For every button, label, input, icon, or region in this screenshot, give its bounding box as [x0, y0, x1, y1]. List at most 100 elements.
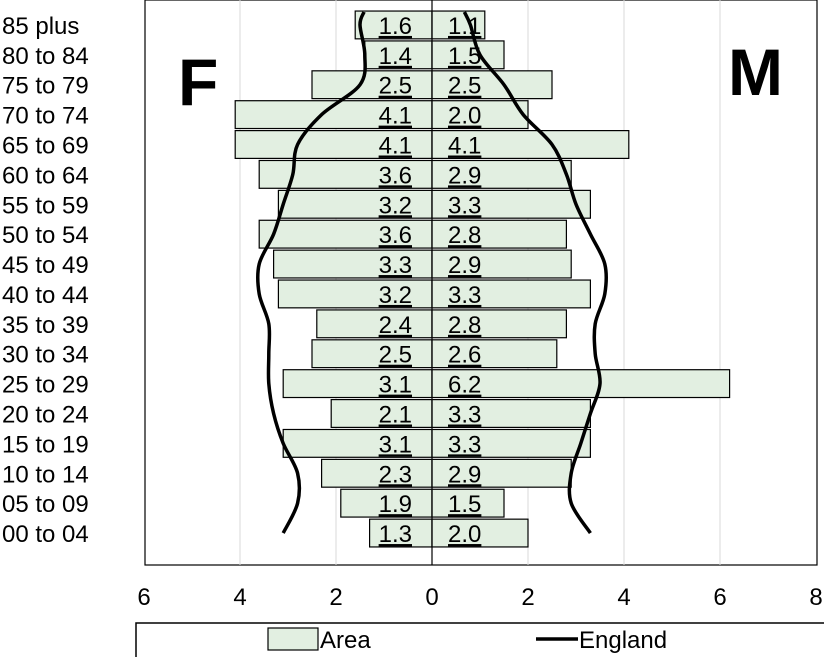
- age-band-label: 35 to 39: [2, 312, 89, 339]
- bar-male: [431, 458, 572, 488]
- bar-female: [311, 339, 433, 369]
- value-label-female: 1.9: [379, 491, 412, 518]
- age-band-label: 55 to 59: [2, 192, 89, 219]
- age-band-label: 30 to 34: [2, 342, 89, 369]
- bar-male: [431, 369, 731, 399]
- legend-box: [135, 622, 824, 662]
- bar-female: [282, 369, 433, 399]
- x-tick-label: 0: [425, 584, 438, 611]
- value-label-male: 1.5: [448, 491, 481, 518]
- bar-male: [431, 309, 567, 339]
- legend-england-label: England: [579, 627, 667, 654]
- bar-female: [354, 10, 433, 40]
- plot-border: [144, 0, 818, 566]
- value-label-female: 1.6: [379, 13, 412, 40]
- age-band-label: 80 to 84: [2, 43, 89, 70]
- age-band-label: 10 to 14: [2, 461, 89, 488]
- x-tick-label: 4: [617, 584, 630, 611]
- bar-male: [431, 219, 567, 249]
- bar-female: [234, 130, 433, 159]
- value-label-male: 3.3: [448, 431, 481, 458]
- bar-female: [330, 399, 433, 428]
- value-label-female: 2.5: [379, 73, 412, 100]
- value-label-female: 2.3: [379, 461, 412, 488]
- value-label-female: 3.2: [379, 282, 412, 309]
- age-band-label: 85 plus: [2, 13, 79, 40]
- legend-area-swatch: [267, 627, 319, 651]
- age-band-label: 05 to 09: [2, 491, 89, 518]
- age-band-label: 40 to 44: [2, 282, 89, 309]
- bar-female: [321, 458, 433, 488]
- value-label-female: 2.4: [379, 312, 412, 339]
- age-band-label: 00 to 04: [2, 521, 89, 548]
- value-label-male: 2.6: [448, 342, 481, 369]
- bar-female: [282, 428, 433, 458]
- england-line-female: [255, 11, 367, 534]
- bar-female: [311, 70, 433, 100]
- value-label-male: 1.5: [448, 43, 481, 70]
- x-tick-label: 2: [329, 584, 342, 611]
- age-band-label: 60 to 64: [2, 162, 89, 189]
- x-tick-labels: 6 4 2 0 2 4 6 8: [137, 584, 822, 611]
- legend: Area England: [135, 622, 824, 662]
- value-label-male: 4.1: [448, 133, 481, 160]
- bar-female: [277, 279, 433, 309]
- bar-male: [431, 428, 591, 458]
- value-label-male: 2.9: [448, 461, 481, 488]
- value-label-male: 3.3: [448, 402, 481, 429]
- age-band-label: 50 to 54: [2, 222, 89, 249]
- value-label-female: 3.2: [379, 192, 412, 219]
- value-label-female: 2.1: [379, 402, 412, 429]
- value-label-female: 3.6: [379, 162, 412, 189]
- bars: [234, 0, 731, 565]
- value-label-female: 3.6: [379, 222, 412, 249]
- value-label-male: 2.0: [448, 521, 481, 548]
- age-band-label: 15 to 19: [2, 431, 89, 458]
- value-label-male: 3.3: [448, 192, 481, 219]
- value-label-male: 3.3: [448, 282, 481, 309]
- age-band-label: 20 to 24: [2, 402, 89, 429]
- bar-male: [431, 279, 591, 309]
- value-label-male: 2.9: [448, 162, 481, 189]
- age-band-label: 75 to 79: [2, 73, 89, 100]
- bar-male: [431, 399, 591, 428]
- value-label-female: 3.1: [379, 431, 412, 458]
- bar-male: [431, 189, 591, 219]
- value-label-female: 4.1: [379, 103, 412, 130]
- value-label-female: 2.5: [379, 342, 412, 369]
- bar-female: [364, 40, 433, 70]
- bar-male: [431, 339, 558, 369]
- value-label-female: 4.1: [379, 133, 412, 160]
- x-tick-label: 8: [809, 584, 822, 611]
- value-label-male: 2.0: [448, 103, 481, 130]
- x-tick-label: 2: [521, 584, 534, 611]
- england-lines: [255, 11, 609, 535]
- value-label-male: 2.9: [448, 252, 481, 279]
- value-label-male: 2.8: [448, 312, 481, 339]
- x-tick-label: 6: [713, 584, 726, 611]
- age-band-label: 45 to 49: [2, 252, 89, 279]
- bar-female: [369, 518, 433, 548]
- legend-area-label: Area: [320, 627, 371, 654]
- value-label-female: 3.3: [379, 252, 412, 279]
- bar-male: [431, 488, 505, 518]
- value-label-female: 1.4: [379, 43, 412, 70]
- value-label-male: 2.5: [448, 73, 481, 100]
- age-band-label: 65 to 69: [2, 133, 89, 160]
- value-label-male: 6.2: [448, 372, 481, 399]
- value-label-male: 1.1: [448, 13, 481, 40]
- bar-female: [316, 309, 433, 339]
- bar-female: [258, 219, 433, 249]
- england-line-male: [462, 11, 609, 535]
- age-band-label: 25 to 29: [2, 372, 89, 399]
- x-tick-label: 4: [233, 584, 246, 611]
- value-label-female: 1.3: [379, 521, 412, 548]
- male-side-label: M: [728, 35, 783, 109]
- bar-male: [431, 249, 572, 279]
- value-label-female: 3.1: [379, 372, 412, 399]
- value-label-male: 2.8: [448, 222, 481, 249]
- bar-male: [431, 130, 630, 159]
